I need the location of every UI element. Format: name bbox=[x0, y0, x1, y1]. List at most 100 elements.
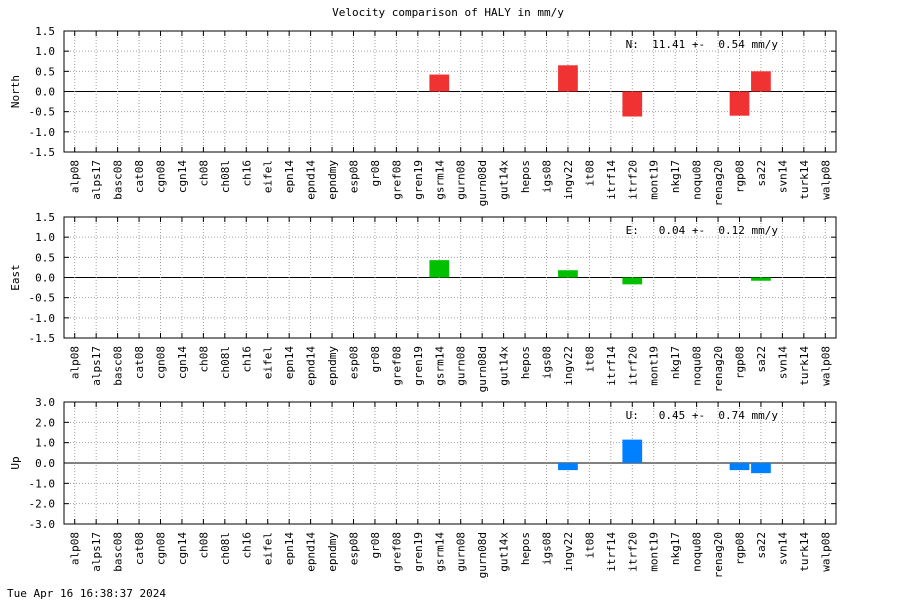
x-tick-label: ch08 bbox=[197, 532, 210, 559]
x-tick-label: alps17 bbox=[90, 160, 103, 200]
y-tick-label: 1.0 bbox=[35, 231, 55, 244]
x-tick-label: gsrm14 bbox=[433, 346, 446, 386]
x-tick-label: ch16 bbox=[240, 532, 253, 559]
x-tick-label: esp08 bbox=[348, 346, 361, 379]
x-tick-label: alp08 bbox=[69, 160, 82, 193]
x-tick-label: cgn14 bbox=[176, 532, 189, 565]
chart-title: Velocity comparison of HALY in mm/y bbox=[332, 6, 564, 19]
x-tick-label: igs08 bbox=[541, 346, 554, 379]
x-tick-label: gren19 bbox=[412, 160, 425, 200]
y-axis-label: North bbox=[9, 75, 22, 108]
y-tick-label: 3.0 bbox=[35, 396, 55, 409]
bar-itrf20 bbox=[622, 91, 643, 117]
x-tick-label: basc08 bbox=[112, 346, 125, 386]
x-tick-label: ch08 bbox=[197, 160, 210, 187]
x-tick-label: noqu08 bbox=[691, 346, 704, 386]
x-tick-label: turk14 bbox=[798, 160, 811, 200]
bar-ingv22 bbox=[558, 65, 578, 92]
x-tick-label: walp08 bbox=[819, 532, 832, 572]
x-tick-label: walp08 bbox=[819, 346, 832, 386]
x-tick-label: cgn08 bbox=[155, 532, 168, 565]
panel-east: 1.5 1.0 0.5 0.0 -0.5 -1.0 -1.5 alp08 alps17 basc0… bbox=[9, 211, 837, 392]
x-tick-label: nkg17 bbox=[669, 346, 682, 379]
x-tick-label: cgn14 bbox=[176, 346, 189, 379]
x-tick-label: ch08l bbox=[219, 346, 232, 379]
x-tick-label: ingv22 bbox=[562, 346, 575, 386]
x-tick-label: gut14x bbox=[498, 532, 511, 572]
y-tick-label: 1.0 bbox=[35, 437, 55, 450]
bar-itrf20 bbox=[622, 277, 643, 285]
x-tick-label: mont19 bbox=[648, 346, 661, 386]
x-tick-label: rgp08 bbox=[734, 346, 747, 379]
y-tick-label: -1.5 bbox=[29, 146, 56, 159]
x-tick-label: hepos bbox=[519, 532, 532, 565]
x-tick-label: gurn08d bbox=[476, 160, 489, 206]
x-tick-label: alps17 bbox=[90, 532, 103, 572]
x-tick-label: gren19 bbox=[412, 346, 425, 386]
x-tick-label: ch16 bbox=[240, 346, 253, 373]
x-tick-label: alp08 bbox=[69, 346, 82, 379]
x-tick-label: gr08 bbox=[369, 532, 382, 559]
y-tick-label: -1.0 bbox=[29, 312, 56, 325]
x-tick-label: gren19 bbox=[412, 532, 425, 572]
bar-rgp08 bbox=[729, 91, 750, 116]
y-tick-label: -1.0 bbox=[29, 126, 56, 139]
x-tick-label: renag20 bbox=[712, 532, 725, 578]
x-tick-label: epnd14 bbox=[305, 160, 318, 200]
x-tick-label: noqu08 bbox=[691, 160, 704, 200]
y-axis-label: Up bbox=[9, 456, 22, 469]
y-tick-label: 0.0 bbox=[35, 457, 55, 470]
bar-sa22 bbox=[751, 277, 771, 281]
y-tick-label: 1.5 bbox=[35, 211, 55, 224]
x-tick-label: noqu08 bbox=[691, 532, 704, 572]
x-tick-label: igs08 bbox=[541, 160, 554, 193]
plot-frame bbox=[63, 216, 837, 339]
x-tick-label: ch08 bbox=[197, 346, 210, 373]
x-tick-label: walp08 bbox=[819, 160, 832, 200]
x-tick-label: rgp08 bbox=[734, 532, 747, 565]
x-tick-label: epnd14 bbox=[305, 532, 318, 572]
y-tick-label: -0.5 bbox=[29, 106, 56, 119]
x-tick-label: gurn08 bbox=[455, 346, 468, 386]
x-tick-label: epndmy bbox=[326, 160, 339, 200]
y-tick-label: -2.0 bbox=[29, 498, 56, 511]
x-tick-label: sa22 bbox=[755, 160, 768, 187]
bar-sa22 bbox=[751, 463, 771, 474]
x-tick-label: it08 bbox=[583, 346, 596, 373]
x-tick-label: gsrm14 bbox=[433, 532, 446, 572]
x-tick-label: svn14 bbox=[776, 532, 789, 565]
x-tick-label: itrf14 bbox=[605, 346, 618, 386]
x-tick-label: epnd14 bbox=[305, 346, 318, 386]
x-tick-label: turk14 bbox=[798, 346, 811, 386]
x-tick-label: gsrm14 bbox=[433, 160, 446, 200]
x-tick-label: gurn08 bbox=[455, 532, 468, 572]
x-tick-label: eifel bbox=[262, 346, 275, 379]
bar-gsrm14 bbox=[429, 260, 450, 278]
panel-north: 1.5 1.0 0.5 0.0 -0.5 -1.0 -1.5 alp08 alps17 basc0… bbox=[9, 25, 837, 206]
x-tick-label: eifel bbox=[262, 160, 275, 193]
x-tick-label: cgn08 bbox=[155, 346, 168, 379]
x-tick-label: svn14 bbox=[776, 160, 789, 193]
velocity-annotation: E: 0.04 +- 0.12 mm/y bbox=[626, 224, 779, 237]
y-tick-label: 0.0 bbox=[35, 86, 55, 99]
x-tick-label: ch08l bbox=[219, 160, 232, 193]
x-tick-label: renag20 bbox=[712, 346, 725, 392]
x-tick-label: basc08 bbox=[112, 532, 125, 572]
x-tick-label: gut14x bbox=[498, 346, 511, 386]
y-tick-label: -1.0 bbox=[29, 477, 56, 490]
x-tick-label: epndmy bbox=[326, 532, 339, 572]
y-tick-label: -1.5 bbox=[29, 332, 56, 345]
y-tick-label: 0.5 bbox=[35, 251, 55, 264]
x-tick-label: epndmy bbox=[326, 346, 339, 386]
x-tick-label: gr08 bbox=[369, 160, 382, 187]
x-tick-label: sa22 bbox=[755, 346, 768, 373]
x-tick-label: epn14 bbox=[283, 346, 296, 379]
x-tick-label: itrf20 bbox=[626, 160, 639, 200]
x-tick-label: mont19 bbox=[648, 532, 661, 572]
x-tick-label: gref08 bbox=[390, 532, 403, 572]
y-axis-label: East bbox=[9, 264, 22, 291]
x-tick-label: nkg17 bbox=[669, 532, 682, 565]
x-tick-label: sa22 bbox=[755, 532, 768, 559]
bar-itrf20 bbox=[622, 439, 643, 463]
